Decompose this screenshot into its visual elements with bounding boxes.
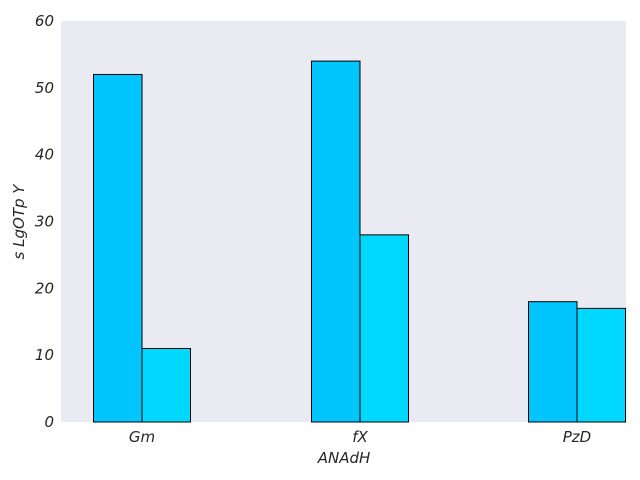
bar-1-Gm: [93, 73, 143, 423]
y-tick-label: 20: [35, 279, 54, 297]
bars-group: [93, 60, 626, 423]
x-tick-label: fX: [352, 428, 368, 446]
y-axis-label: s LgOTp Y: [10, 183, 28, 260]
y-tick-label: 50: [35, 79, 54, 97]
x-tick-label: Gm: [129, 428, 155, 446]
y-tick-label: 40: [35, 146, 54, 164]
x-axis-label: ANAdH: [317, 449, 371, 467]
y-tick-label: 0: [44, 413, 54, 431]
bar-2-fX: [359, 234, 409, 423]
bar-1-PzD: [528, 301, 578, 423]
x-tick-label: PzD: [563, 428, 591, 446]
bar-2-Gm: [141, 347, 191, 423]
x-tick-labels: Gm fX PzD: [129, 428, 591, 446]
y-tick-labels: 0 10 20 30 40 50 60: [35, 12, 54, 431]
y-tick-label: 30: [35, 213, 54, 231]
bar-1-fX: [311, 60, 361, 423]
bar-2-PzD: [576, 307, 626, 423]
y-tick-label: 60: [35, 12, 54, 30]
y-tick-label: 10: [35, 346, 54, 364]
